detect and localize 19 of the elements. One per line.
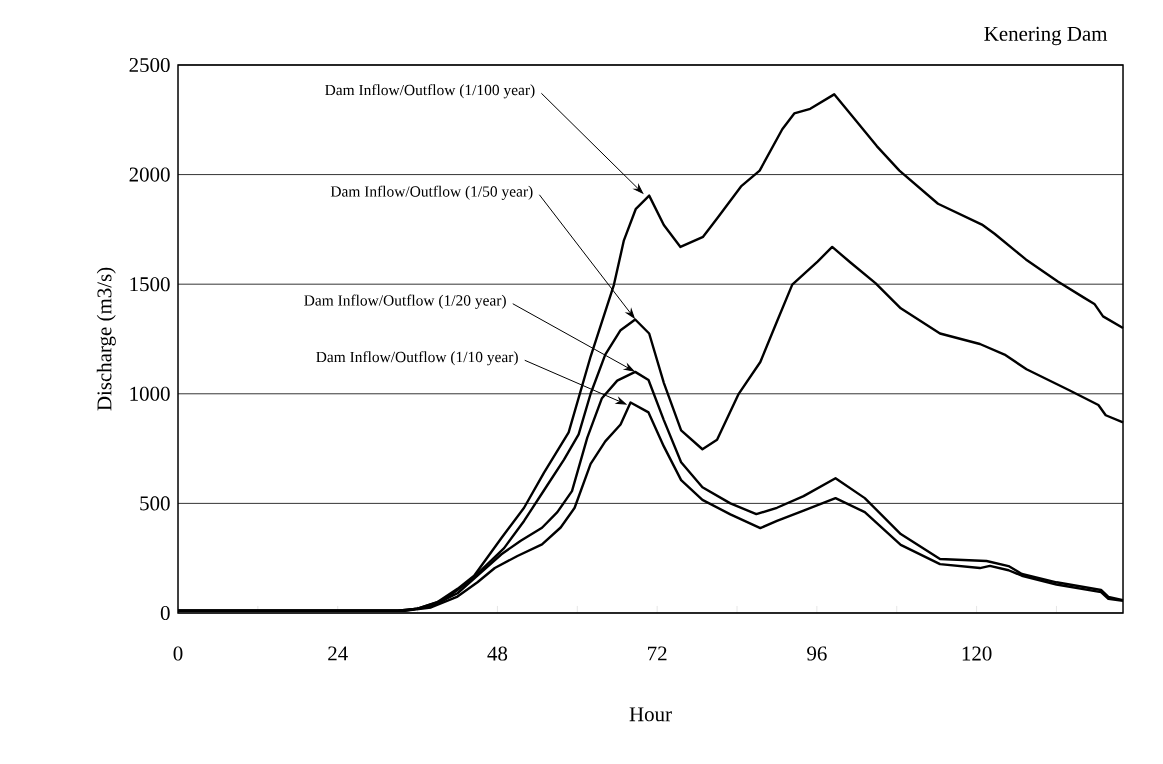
x-tick-label: 24 xyxy=(328,646,348,661)
annotation: Dam Inflow/Outflow (1/50 year) xyxy=(330,185,533,200)
annotation: Dam Inflow/Outflow (1/20 year) xyxy=(304,294,506,309)
x-tick-label: 96 xyxy=(807,646,827,661)
y-tick-label: 500 xyxy=(140,496,170,511)
y-tick-label: 1500 xyxy=(130,277,170,292)
x-axis-title: Hour xyxy=(629,707,672,722)
x-tick-label: 0 xyxy=(173,646,183,661)
x-tick-label: 72 xyxy=(648,646,667,661)
annotation: Dam Inflow/Outflow (1/100 year) xyxy=(325,84,535,99)
x-tick-label: 120 xyxy=(962,646,992,661)
y-axis-title: Discharge (m3/s) xyxy=(96,267,116,411)
y-tick-label: 0 xyxy=(160,605,170,621)
y-tick-label: 2500 xyxy=(129,57,170,73)
annotation: Dam Inflow/Outflow (1/10 year) xyxy=(316,351,518,366)
y-tick-label: 1000 xyxy=(130,386,170,401)
chart-title: Kenering Dam xyxy=(984,26,1108,46)
y-tick-label: 2000 xyxy=(129,167,170,182)
x-tick-label: 48 xyxy=(487,646,508,661)
